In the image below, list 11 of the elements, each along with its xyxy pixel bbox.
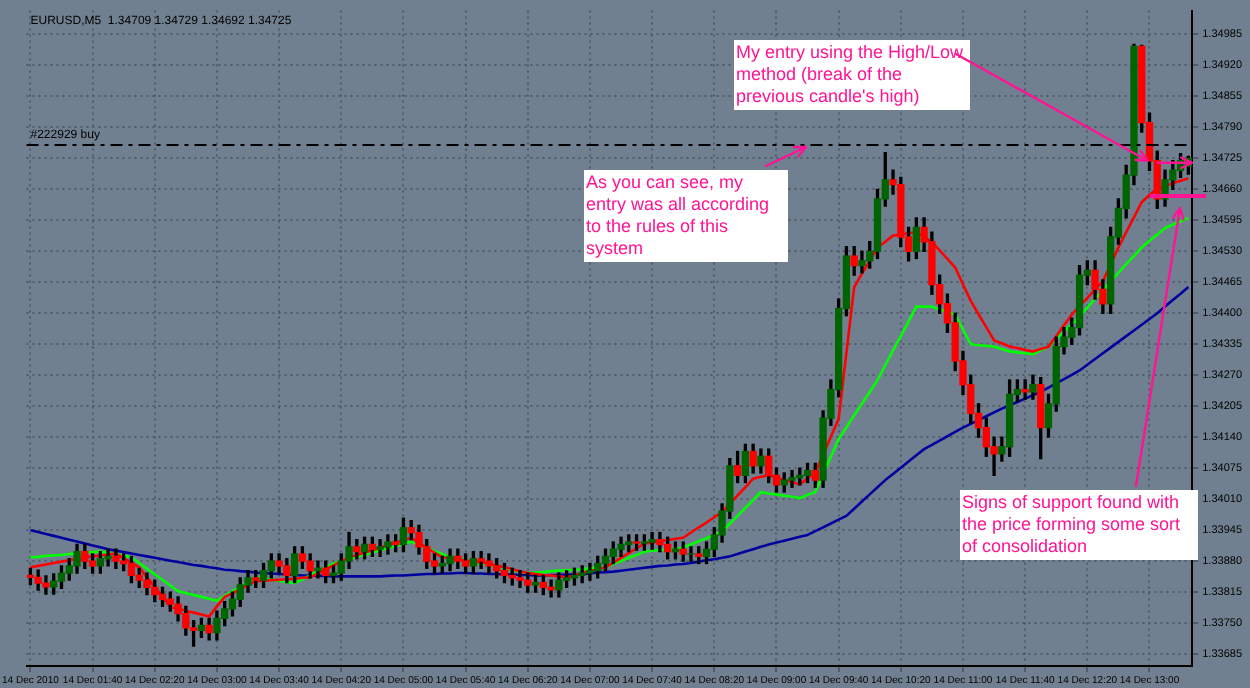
candlestick <box>1021 379 1029 400</box>
candlestick <box>516 570 524 589</box>
candlestick <box>586 562 594 581</box>
annotation: As you can see, my entry was all according to the rules of this system <box>584 170 788 262</box>
annotation: Signs of support found with the price forming some sort of consolidation <box>960 490 1198 560</box>
annotation: My entry using the High/Low method (break of the previous candle's high) <box>734 40 970 110</box>
candlestick <box>788 469 796 488</box>
candlestick <box>477 550 485 569</box>
candlestick <box>648 531 656 550</box>
candlestick <box>687 546 695 562</box>
candlestick <box>376 539 384 558</box>
